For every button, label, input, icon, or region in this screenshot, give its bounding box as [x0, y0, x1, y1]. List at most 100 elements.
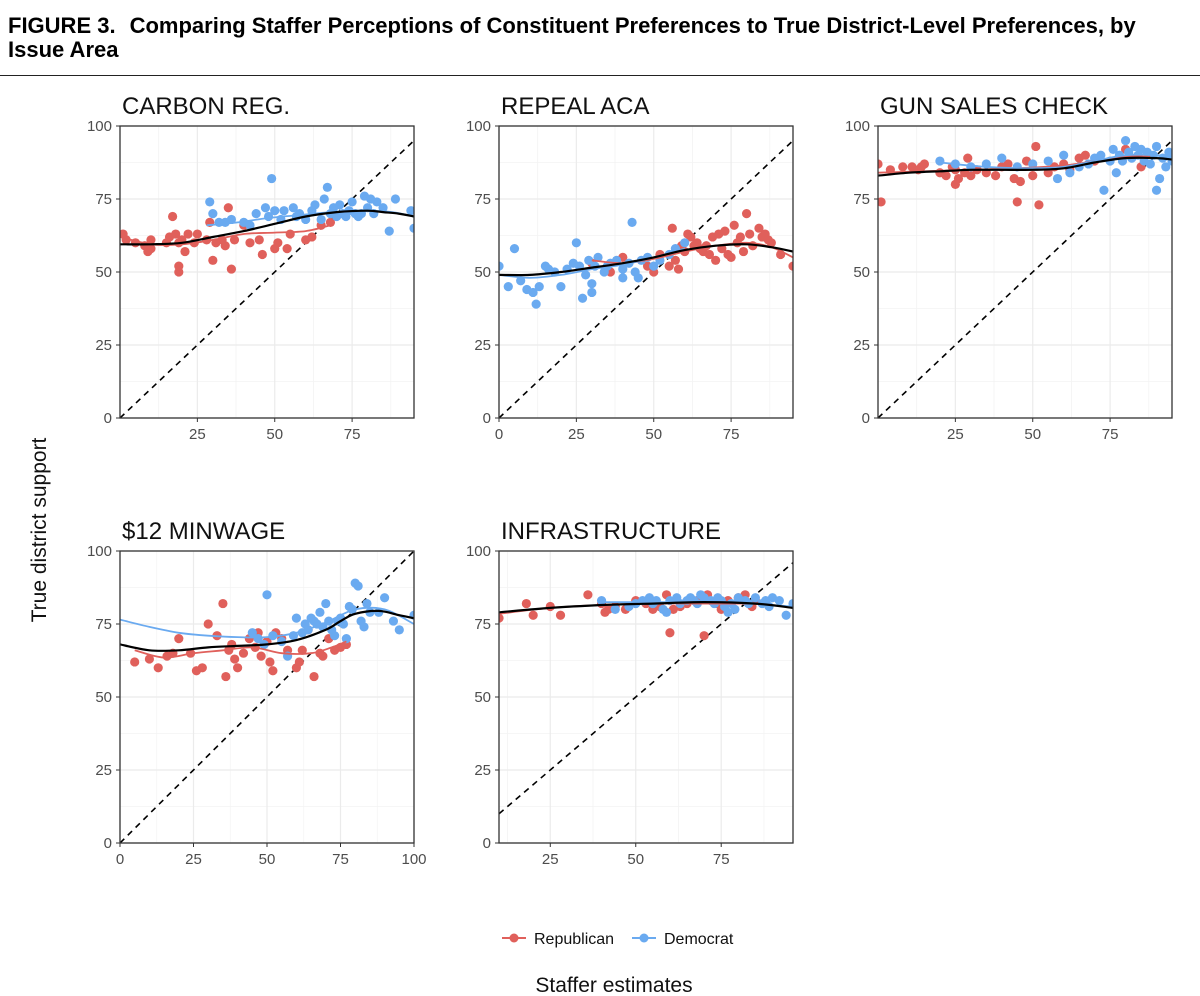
legend-democrat-label: Democrat — [664, 931, 734, 948]
point-republican — [307, 232, 317, 242]
panel-border — [498, 125, 794, 419]
y-tick-label: 75 — [474, 616, 491, 633]
point-republican — [294, 657, 304, 667]
point-republican — [1080, 150, 1090, 160]
y-tick-label: 100 — [845, 118, 870, 135]
point-republican — [991, 171, 1001, 181]
x-tick-label: 25 — [568, 426, 585, 443]
point-republican — [233, 663, 243, 673]
point-republican — [673, 264, 684, 274]
point-democrat — [359, 622, 369, 632]
panel-title: CARBON REG. — [122, 93, 290, 120]
point-democrat — [310, 200, 320, 210]
point-republican — [1034, 200, 1044, 210]
point-republican — [953, 173, 964, 184]
panel-data-layer — [499, 140, 793, 418]
point-democrat — [1043, 156, 1053, 166]
point-republican — [963, 153, 973, 163]
x-tick-label: 50 — [259, 851, 276, 868]
point-republican — [528, 610, 538, 620]
panel-data-layer — [499, 562, 793, 815]
point-democrat — [503, 282, 513, 292]
point-republican — [297, 645, 307, 655]
point-democrat — [627, 217, 637, 227]
point-democrat — [394, 625, 404, 635]
point-democrat — [388, 616, 399, 626]
y-tick-label: 0 — [104, 410, 112, 427]
point-democrat — [528, 287, 538, 298]
x-tick-label: 0 — [495, 426, 503, 443]
panel-carbon-reg: 0 25 50 75 100 25 50 75 CARBON REG. — [87, 93, 415, 443]
panel-infrastructure: 0 25 50 75 100 25 50 75 INFRASTRUCTURE — [466, 518, 794, 868]
point-republican — [720, 226, 730, 236]
x-tick-label: 50 — [266, 426, 283, 443]
point-republican — [218, 598, 228, 609]
reference-line-y-equals-x — [878, 140, 1172, 418]
figure-title-text: Comparing Staffer Perceptions of Constit… — [8, 13, 1136, 62]
point-republican — [966, 171, 976, 181]
point-republican — [325, 217, 336, 227]
point-democrat — [581, 270, 591, 280]
figure-title: FIGURE 3. Comparing Staffer Perceptions o… — [8, 14, 1188, 62]
point-democrat — [205, 197, 215, 207]
point-democrat — [245, 220, 255, 230]
y-tick-label: 100 — [87, 118, 112, 135]
point-democrat — [1065, 168, 1075, 178]
point-republican — [146, 235, 156, 245]
x-tick-label: 75 — [723, 426, 740, 443]
point-democrat — [730, 604, 740, 615]
point-republican — [667, 223, 677, 233]
x-tick-label: 25 — [185, 851, 202, 868]
point-republican — [227, 639, 237, 650]
point-democrat — [208, 209, 218, 219]
point-democrat — [260, 203, 271, 213]
y-tick-label: 50 — [853, 264, 870, 281]
point-republican — [285, 229, 295, 239]
x-tick-label: 0 — [116, 851, 124, 868]
point-democrat — [267, 173, 277, 184]
point-democrat — [247, 628, 257, 638]
point-democrat — [384, 226, 394, 236]
point-democrat — [291, 613, 301, 623]
point-democrat — [593, 252, 603, 262]
panel-title: GUN SALES CHECK — [880, 93, 1108, 120]
point-republican — [665, 628, 675, 638]
x-tick-label: 50 — [627, 851, 644, 868]
reference-line-y-equals-x — [499, 140, 793, 418]
point-democrat — [935, 156, 945, 166]
y-tick-label: 0 — [483, 835, 491, 852]
point-democrat — [253, 634, 263, 644]
panel-12-minwage: 0 25 50 75 100 0 25 50 75 100 $12 MINWAGE — [87, 518, 427, 868]
point-democrat — [1096, 150, 1106, 160]
fit-line-overall — [499, 600, 793, 614]
point-democrat — [347, 197, 357, 207]
point-democrat — [764, 601, 774, 612]
point-republican — [226, 264, 237, 274]
x-tick-label: 100 — [401, 851, 426, 868]
point-republican — [1012, 197, 1022, 207]
point-democrat — [362, 598, 372, 609]
y-tick-label: 75 — [853, 191, 870, 208]
point-democrat — [322, 182, 332, 192]
point-democrat — [409, 223, 414, 233]
y-tick-label: 25 — [95, 337, 112, 354]
point-democrat — [316, 214, 326, 225]
point-republican — [941, 171, 951, 181]
point-republican — [168, 211, 178, 222]
y-tick-label: 25 — [474, 337, 491, 354]
point-democrat — [618, 273, 628, 283]
point-democrat — [321, 598, 331, 609]
point-republican — [273, 238, 283, 248]
y-tick-label: 50 — [95, 689, 112, 706]
point-republican — [1031, 141, 1041, 152]
point-democrat — [584, 255, 594, 265]
point-democrat — [661, 607, 672, 617]
point-republican — [130, 657, 140, 667]
point-democrat — [1099, 185, 1109, 195]
panel-border — [498, 550, 794, 844]
point-republican — [878, 197, 886, 207]
x-tick-label: 25 — [542, 851, 559, 868]
fit-line-democrat — [939, 153, 1172, 170]
point-democrat — [649, 261, 659, 271]
point-republican — [174, 261, 184, 271]
